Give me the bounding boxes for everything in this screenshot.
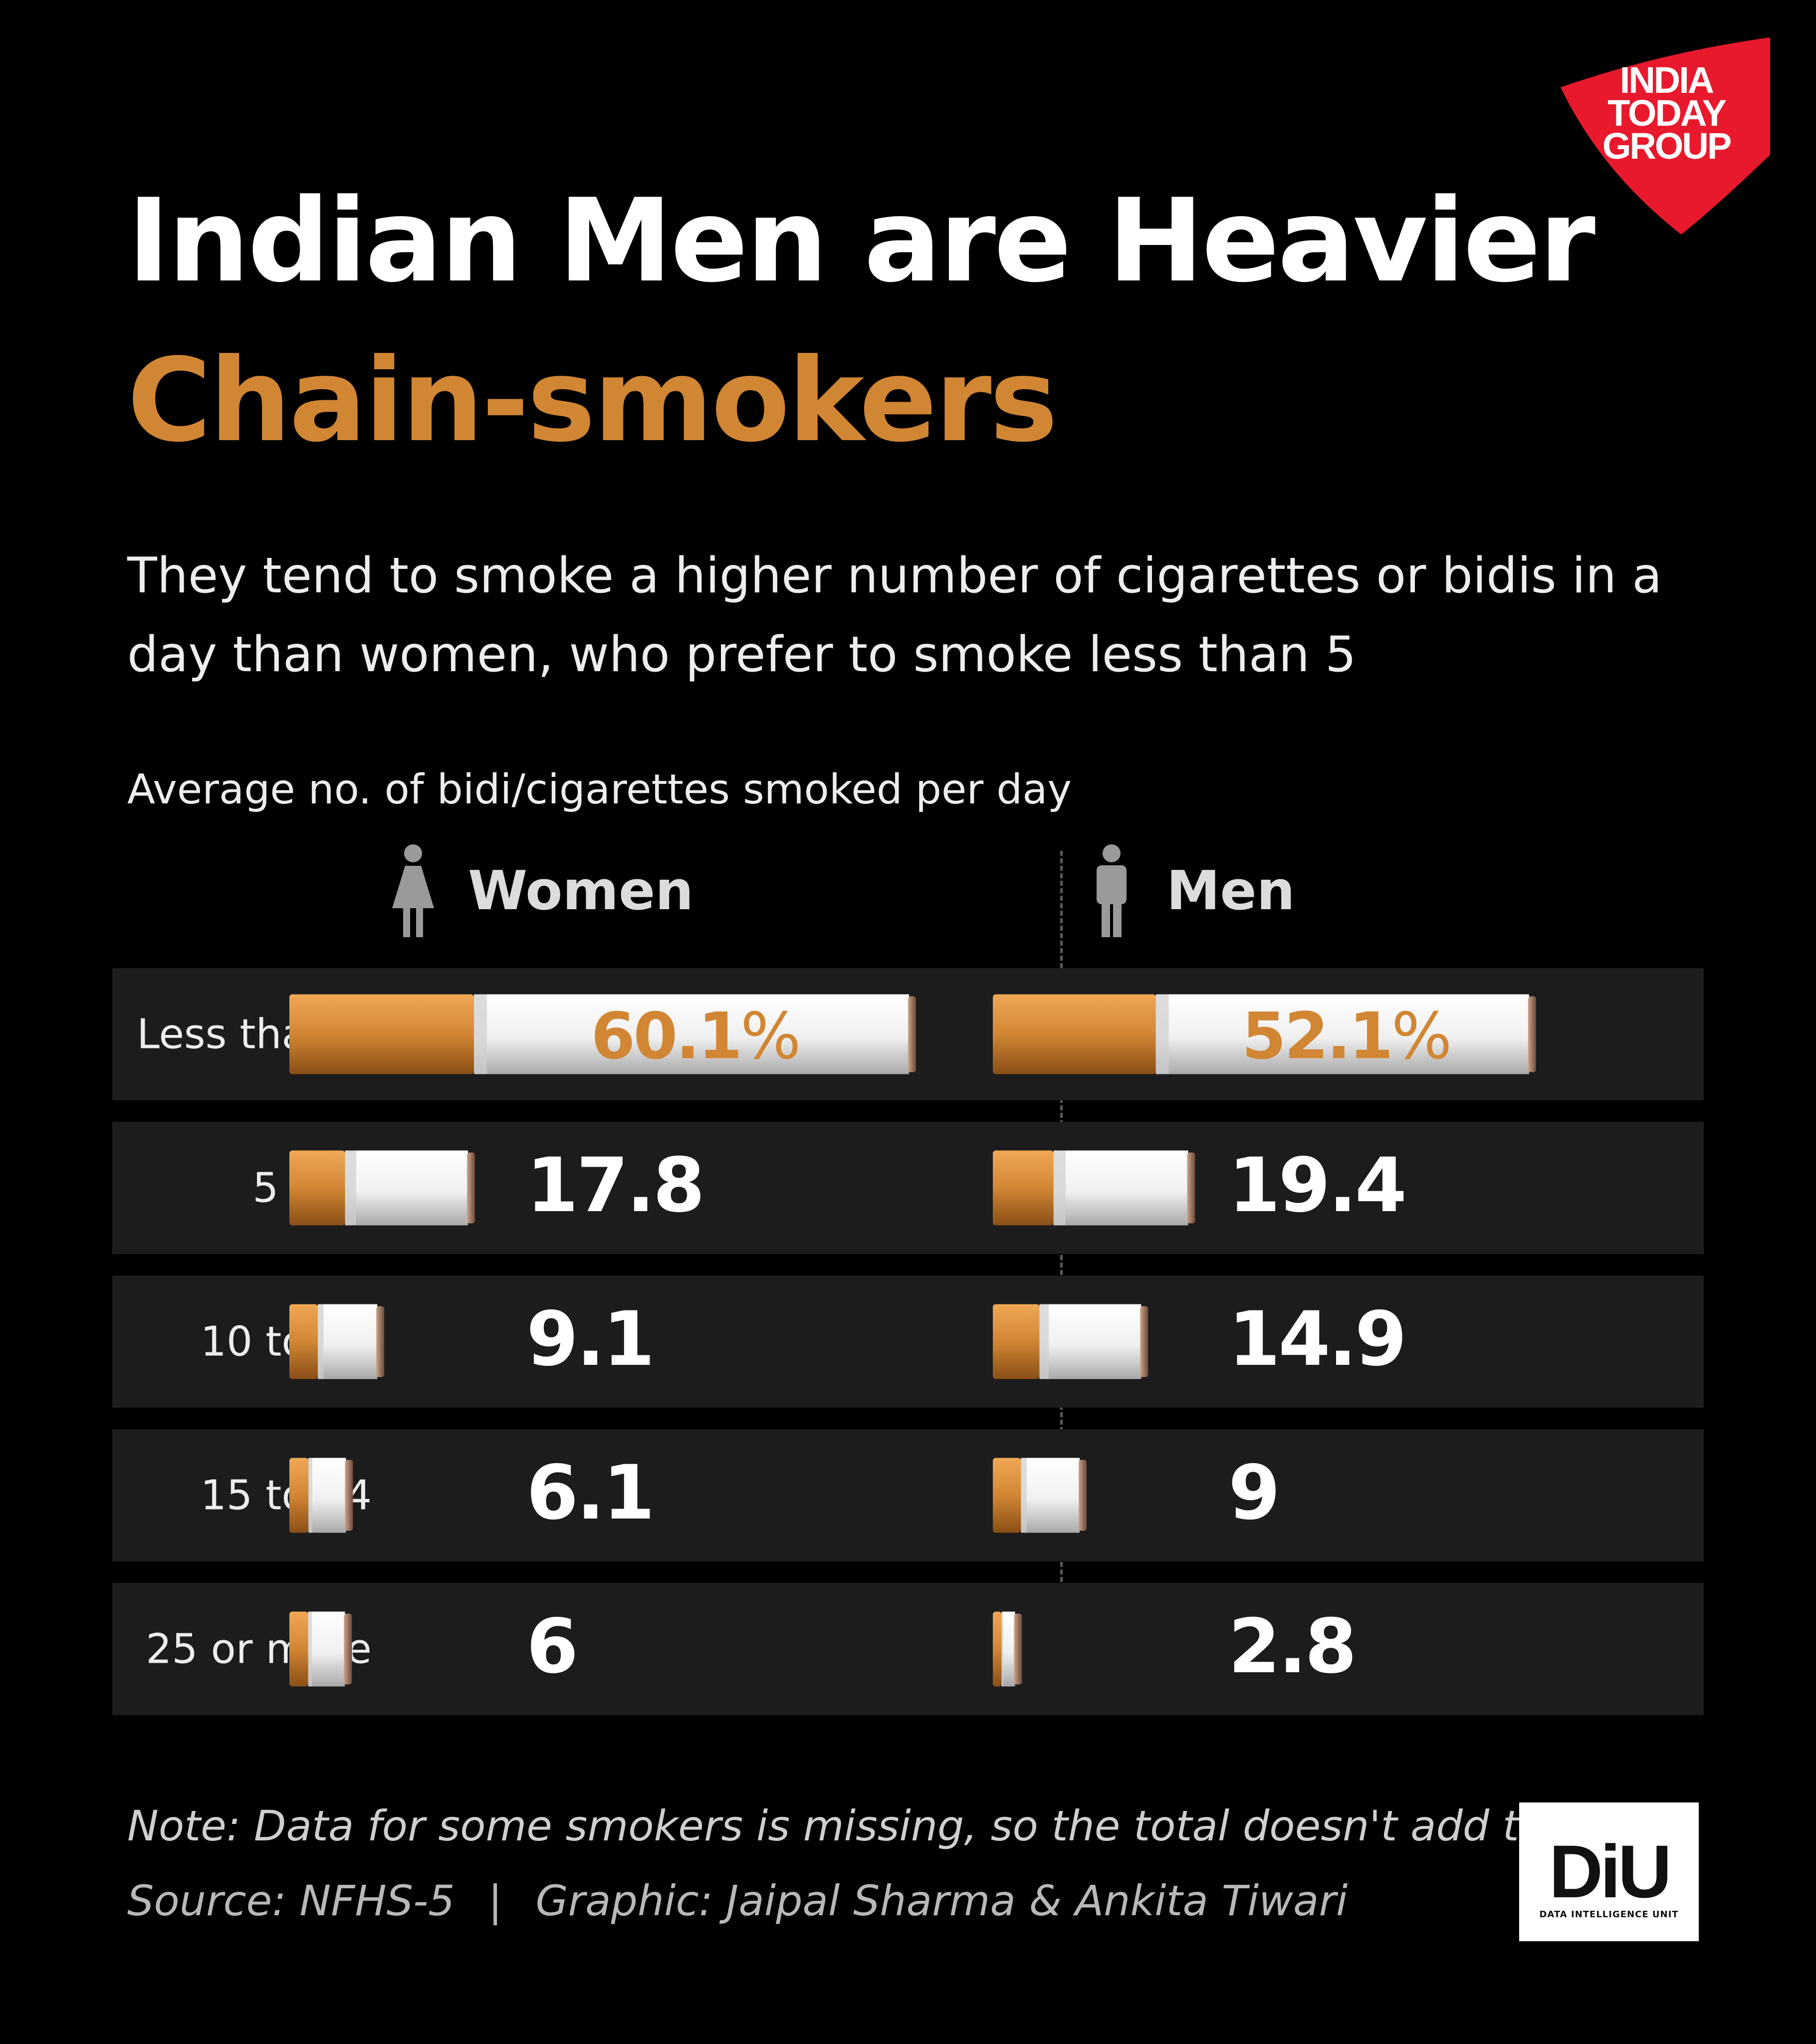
data-label-men: 2.8	[1228, 1603, 1357, 1690]
diu-subtitle: DATA INTELLIGENCE UNIT	[1539, 1909, 1679, 1920]
title-line-2: Chain-smokers	[127, 334, 1058, 468]
diu-badge: DiU DATA INTELLIGENCE UNIT	[1519, 1802, 1699, 1941]
source: Source: NFHS-5	[127, 1876, 455, 1925]
note: Note: Data for some smokers is missing, …	[127, 1801, 1691, 1850]
data-label-women: 6.1	[526, 1449, 655, 1536]
diu-mark: DiU	[1549, 1829, 1672, 1913]
chart-row: 25 or more 6 2.8	[112, 1583, 1704, 1715]
logo-line-1: INDIA	[1619, 59, 1714, 101]
cigarette-bars	[289, 1304, 1148, 1379]
subtitle: They tend to smoke a higher number of ci…	[127, 547, 1662, 683]
logo-shield-icon	[1561, 37, 1770, 235]
cigarette-bar-men	[993, 1458, 1087, 1533]
data-label-women: 17.8	[526, 1142, 705, 1229]
man-icon	[1097, 844, 1127, 937]
logo-line-2: TODAY	[1607, 92, 1727, 134]
woman-icon	[392, 844, 434, 937]
chart-title: Average no. of bidi/cigarettes smoked pe…	[127, 766, 1072, 813]
source-line: Source: NFHS-5 | Graphic: Jaipal Sharma …	[127, 1876, 1348, 1925]
logo-line-3: GROUP	[1602, 125, 1732, 167]
women-label: Women	[468, 859, 694, 922]
women-header: Women	[388, 843, 693, 938]
data-label-women: 6	[526, 1603, 578, 1690]
cigarette-bar-men	[993, 1304, 1148, 1379]
data-label-men: 19.4	[1228, 1142, 1407, 1229]
cigarette-bar-men	[993, 1150, 1195, 1226]
cigarette-bar-women	[289, 1611, 352, 1687]
data-label-men: 52.1%	[1242, 1000, 1450, 1074]
men-header: Men	[1087, 843, 1295, 938]
cigarette-bar-women	[289, 1150, 475, 1226]
cigarette-bars	[289, 1611, 1022, 1687]
cigarette-bar-men	[993, 1611, 1022, 1687]
separator: |	[488, 1876, 502, 1925]
cigarette-bar-women	[289, 1458, 353, 1533]
cigarette-bars: 60.1% 52.1%	[289, 994, 1536, 1074]
credit: Graphic: Jaipal Sharma & Ankita Tiwari	[535, 1876, 1348, 1925]
india-today-group-logo: INDIA TODAY GROUP	[1557, 37, 1776, 237]
data-label-men: 9	[1228, 1449, 1280, 1536]
cigarette-bar-men: 52.1%	[993, 994, 1536, 1074]
cigarette-bar-women: 60.1%	[289, 994, 916, 1074]
chart-row: 5 to 917.819.4	[112, 1122, 1704, 1254]
chart-row: 10 to 14 9.1 14.9	[112, 1276, 1704, 1408]
cigarette-bars	[289, 1458, 1087, 1533]
chart-row: 15 to 24 6.1 9	[112, 1429, 1704, 1561]
data-label-men: 14.9	[1228, 1295, 1407, 1383]
data-label-women: 9.1	[526, 1295, 655, 1383]
chart-row: Less than 5 60.1% 52.1%	[112, 968, 1704, 1100]
men-label: Men	[1166, 859, 1295, 922]
cigarette-bars	[289, 1150, 1195, 1226]
cigarette-bar-women	[289, 1304, 385, 1379]
title-line-1: Indian Men are Heavier	[127, 175, 1595, 308]
data-label-women: 60.1%	[591, 1000, 799, 1074]
